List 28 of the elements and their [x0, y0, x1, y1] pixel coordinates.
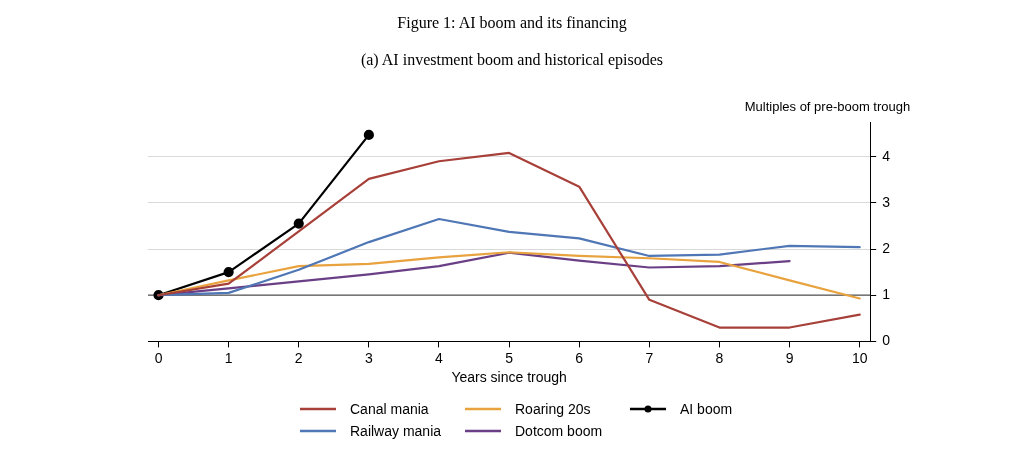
- x-axis-title: Years since trough: [451, 369, 567, 386]
- legend-label: AI boom: [680, 401, 733, 417]
- y-tick-label: 3: [882, 193, 891, 210]
- x-tick-label: 7: [645, 349, 654, 366]
- x-tick-label: 6: [575, 349, 584, 366]
- y-tick-label: 2: [882, 239, 891, 256]
- x-tick-label: 8: [715, 349, 724, 366]
- chart-subtitle: (a) AI investment boom and historical episodes: [359, 51, 665, 69]
- y-tick-label: 4: [882, 147, 891, 164]
- point: [223, 267, 234, 278]
- point: [293, 218, 304, 229]
- point: [363, 129, 374, 141]
- legend-label: Roaring 20s: [515, 401, 591, 417]
- chart-title: Figure 1: AI boom and its financing: [396, 14, 628, 32]
- x-tick-label: 3: [364, 349, 373, 366]
- legend-label: Railway mania: [350, 423, 442, 439]
- y-tick-label: 1: [882, 286, 891, 303]
- x-tick-label: 2: [294, 349, 303, 366]
- x-tick-label: 0: [154, 349, 163, 366]
- legend-label: Canal mania: [350, 401, 429, 417]
- legend-label: Dotcom boom: [515, 423, 603, 439]
- x-tick-label: 10: [851, 349, 868, 366]
- x-tick-label: 1: [224, 349, 233, 366]
- y-axis-title: Multiples of pre-boom trough: [744, 99, 911, 115]
- x-tick-label: 9: [785, 349, 794, 366]
- y-tick-label: 0: [882, 332, 891, 349]
- x-tick-label: 4: [435, 349, 444, 366]
- x-tick-label: 5: [505, 349, 514, 366]
